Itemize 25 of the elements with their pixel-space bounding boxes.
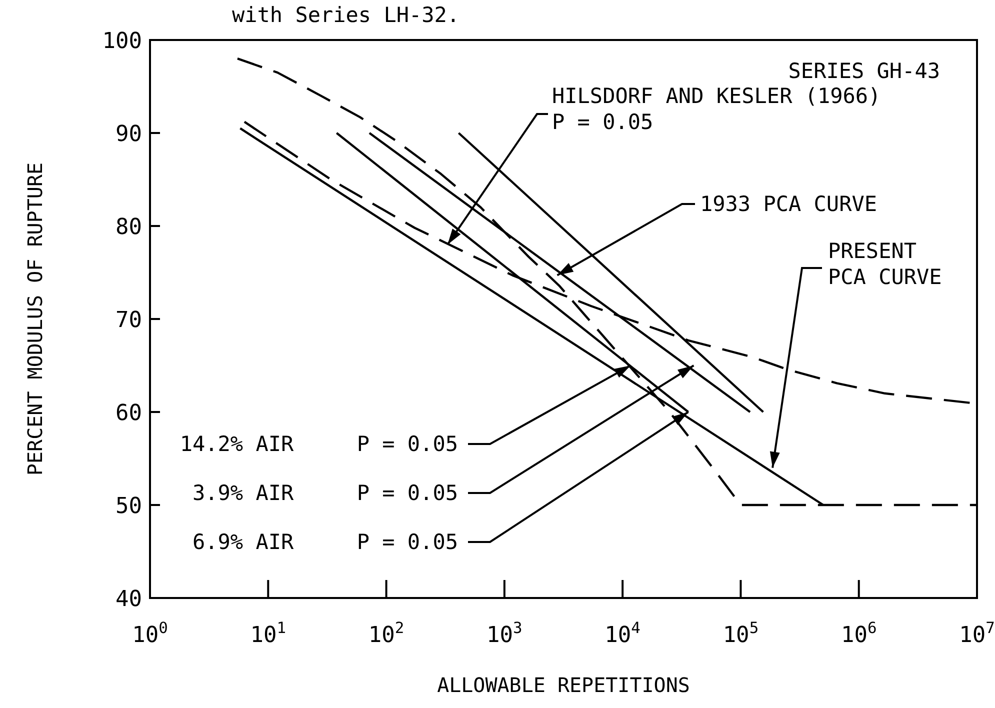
x-tick-label: 10$^{4}$ bbox=[604, 619, 640, 648]
y-tick-label: 50 bbox=[116, 494, 142, 519]
x-axis-title: ALLOWABLE REPETITIONS bbox=[437, 673, 690, 697]
annotation: 3.9% AIR P = 0.05 bbox=[192, 481, 458, 505]
y-tick-label: 70 bbox=[116, 308, 142, 333]
annotation: HILSDORF AND KESLER (1966) P = 0.05 bbox=[552, 84, 881, 134]
annotation: 14.2% AIR P = 0.05 bbox=[180, 432, 458, 456]
annotation: PRESENT PCA CURVE bbox=[828, 239, 942, 289]
x-tick-label: 10$^{2}$ bbox=[368, 619, 404, 648]
y-tick-label: 60 bbox=[116, 401, 142, 426]
x-tick-label: 10$^{0}$ bbox=[132, 619, 168, 648]
y-axis-title: PERCENT MODULUS OF RUPTURE bbox=[23, 162, 47, 476]
annotation: SERIES GH-43 bbox=[788, 59, 940, 83]
y-tick-label: 90 bbox=[116, 122, 142, 147]
annotation: 1933 PCA CURVE bbox=[700, 192, 878, 216]
x-tick-label: 10$^{3}$ bbox=[486, 619, 522, 648]
y-tick-label: 100 bbox=[102, 29, 142, 54]
y-tick-label: 80 bbox=[116, 215, 142, 240]
x-tick-label: 10$^{5}$ bbox=[722, 619, 759, 648]
annotation: 6.9% AIR P = 0.05 bbox=[192, 530, 458, 554]
x-tick-label: 10$^{6}$ bbox=[840, 619, 877, 648]
text: with Series LH-32. bbox=[232, 3, 460, 27]
x-tick-label: 10$^{1}$ bbox=[250, 619, 286, 648]
x-tick-label: 10$^{7}$ bbox=[959, 619, 995, 648]
y-tick-label: 40 bbox=[116, 587, 142, 612]
